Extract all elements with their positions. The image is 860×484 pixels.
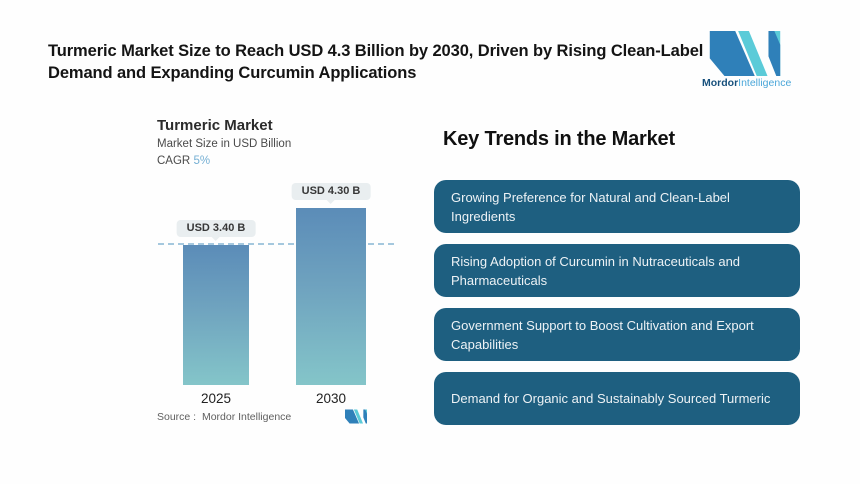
x-axis-label: 2030	[315, 391, 347, 406]
source-mordor-m-icon	[345, 409, 367, 424]
trend-box: Growing Preference for Natural and Clean…	[434, 180, 800, 233]
bar-value-badge: USD 3.40 B	[176, 220, 256, 237]
chart-title: Turmeric Market	[157, 117, 273, 134]
trend-box-label: Rising Adoption of Curcumin in Nutraceut…	[451, 253, 741, 288]
brand-name-bold: Mordor	[702, 77, 739, 89]
chart-header: Turmeric Market Market Size in USD Billi…	[157, 116, 291, 170]
bar-2030	[296, 208, 366, 385]
reference-dashed-line	[158, 243, 394, 245]
page-title: Turmeric Market Size to Reach USD 4.3 Bi…	[48, 40, 738, 84]
trend-box-label: Growing Preference for Natural and Clean…	[451, 189, 730, 224]
source-value: Mordor Intelligence	[201, 411, 292, 423]
page-title-line-1: Turmeric Market Size to Reach USD 4.3 Bi…	[48, 42, 704, 60]
x-axis-label: 2025	[200, 391, 232, 406]
chart-cagr: CAGR 5%	[157, 153, 291, 170]
bar-plot: USD 3.40 B 2025 USD 4.30 B 2030	[155, 180, 405, 412]
trend-box: Rising Adoption of Curcumin in Nutraceut…	[434, 244, 800, 297]
bar-2025	[183, 245, 249, 385]
cagr-value: 5%	[193, 155, 211, 167]
trend-box: Government Support to Boost Cultivation …	[434, 308, 800, 361]
trends-heading: Key Trends in the Market	[443, 128, 675, 150]
source-label: Source :	[157, 411, 197, 423]
brand-wordmark: MordorIntelligence	[702, 77, 792, 89]
trend-box-label: Government Support to Boost Cultivation …	[451, 317, 754, 352]
trends-list: Growing Preference for Natural and Clean…	[434, 180, 800, 425]
bar-value-badge: USD 4.30 B	[291, 183, 371, 200]
source-line: Source : Mordor Intelligence	[157, 411, 291, 423]
page-title-line-2: Demand and Expanding Curcumin Applicatio…	[48, 64, 417, 82]
chart-subtitle: Market Size in USD Billion	[157, 138, 292, 150]
brand-name-light: Intelligence	[738, 77, 792, 89]
mordor-intelligence-logo: MordorIntelligence	[702, 31, 792, 89]
mordor-intelligence-m-icon	[709, 31, 781, 76]
trend-box: Demand for Organic and Sustainably Sourc…	[434, 372, 800, 425]
cagr-label: CAGR	[157, 155, 191, 167]
trend-box-label: Demand for Organic and Sustainably Sourc…	[451, 391, 771, 406]
